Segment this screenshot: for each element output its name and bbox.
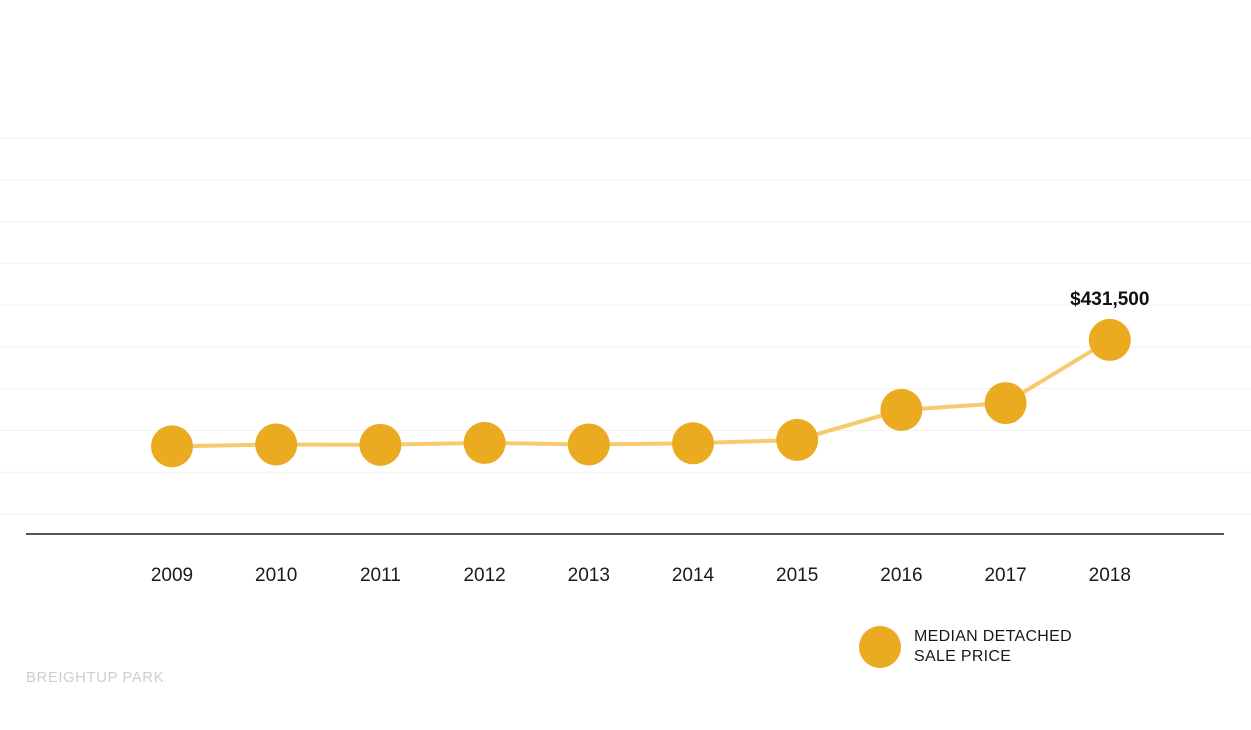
data-point-2018: [1088, 318, 1131, 361]
data-point-2011: [359, 423, 402, 466]
data-point-2014: [672, 422, 714, 465]
watermark: BREIGHTUP PARK: [26, 669, 165, 686]
data-point-2012: [463, 421, 506, 464]
x-tick-label-2013: 2013: [568, 565, 610, 586]
data-point-2010: [255, 423, 298, 466]
x-axis-ticks: 2009 2010 2011 2012 2013 2014 2015 2016 2017 2018: [151, 565, 1131, 586]
data-label-2018: $431,500: [1070, 289, 1149, 310]
data-point-2017: [984, 382, 1027, 425]
x-tick-label-2016: 2016: [880, 565, 922, 586]
data-point-2013: [567, 423, 610, 466]
legend-label-line-2: SALE PRICE: [914, 648, 1012, 665]
x-tick-label-2014: 2014: [672, 565, 715, 586]
data-labels: $431,500: [1070, 289, 1149, 310]
legend-swatch: [859, 626, 901, 668]
x-tick-label-2012: 2012: [463, 565, 505, 586]
data-point-2009: [151, 425, 193, 468]
legend-label: MEDIAN DETACHED SALE PRICE: [914, 627, 1072, 667]
x-tick-label-2015: 2015: [776, 565, 818, 586]
x-tick-label-2010: 2010: [255, 565, 297, 586]
gridlines: [0, 137, 1251, 515]
legend: MEDIAN DETACHED SALE PRICE: [859, 626, 1072, 668]
data-point-2015: [776, 418, 819, 461]
data-point-2016: [880, 388, 923, 431]
series-line: [170, 337, 1112, 449]
series-line-group: [170, 337, 1112, 449]
x-tick-label-2018: 2018: [1089, 565, 1131, 586]
legend-label-line-1: MEDIAN DETACHED: [914, 628, 1072, 645]
data-points: [151, 318, 1131, 468]
x-tick-label-2017: 2017: [984, 565, 1026, 586]
x-tick-label-2011: 2011: [360, 565, 401, 586]
x-tick-label-2009: 2009: [151, 565, 193, 586]
